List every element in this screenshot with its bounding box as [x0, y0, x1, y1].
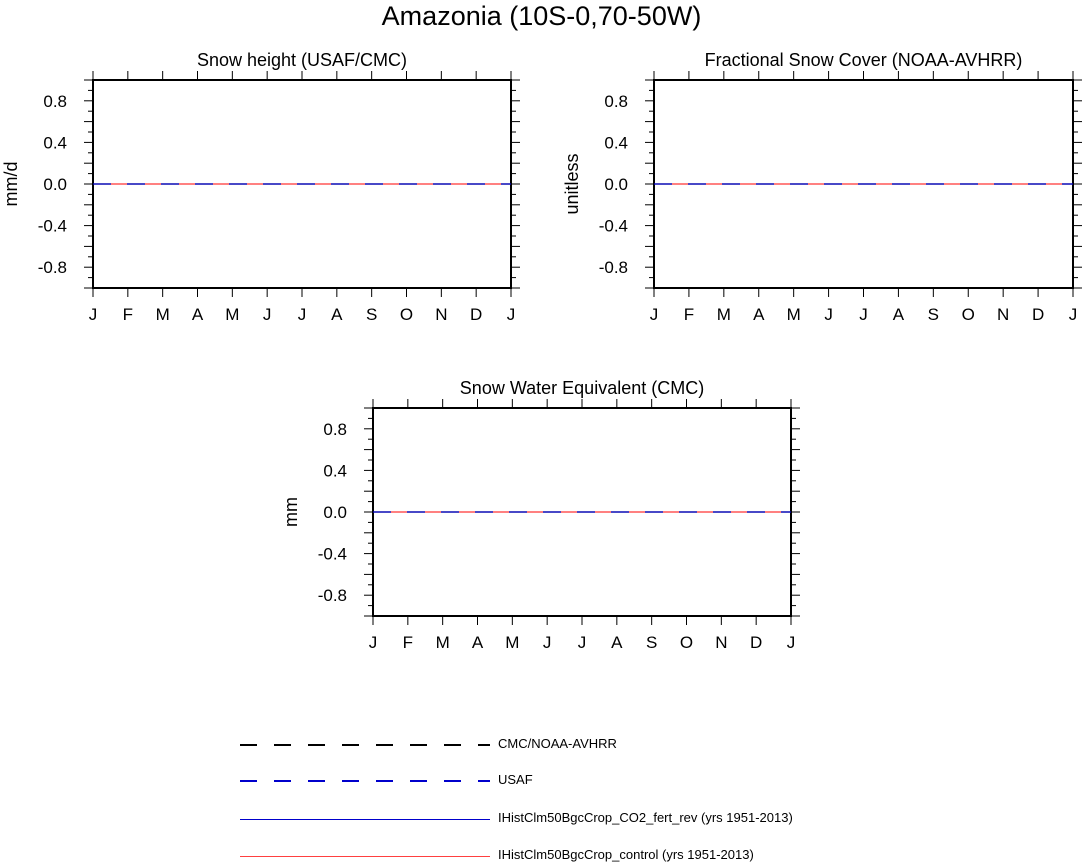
y-tick-label: 0.0	[323, 503, 347, 522]
x-tick-label: J	[1069, 305, 1078, 324]
x-tick-label: A	[893, 305, 905, 324]
y-tick-label: 0.4	[323, 461, 347, 480]
legend-label: IHistClm50BgcCrop_CO2_fert_rev (yrs 1951…	[498, 810, 793, 825]
x-tick-label: J	[507, 305, 516, 324]
x-tick-label: A	[192, 305, 204, 324]
chart-panel-3: Snow Water Equivalent (CMC) mm 0.8 0.4 0.0 -0…	[281, 378, 800, 652]
x-tick-label: O	[962, 305, 975, 324]
x-tick-label: O	[680, 633, 693, 652]
x-tick-label: M	[787, 305, 801, 324]
y-tick-label: -0.4	[599, 217, 628, 236]
x-tick-label: J	[787, 633, 796, 652]
chart-panel-2: Fractional Snow Cover (NOAA-AVHRR) unitle…	[562, 50, 1082, 324]
x-tick-label: S	[366, 305, 377, 324]
legend-label: CMC/NOAA-AVHRR	[498, 736, 617, 751]
y-axis-label: mm/d	[1, 162, 21, 207]
y-tick-label: -0.4	[318, 545, 347, 564]
y-tick-label: 0.8	[604, 92, 628, 111]
y-tick-label: 0.8	[43, 92, 67, 111]
x-tick-label: A	[611, 633, 623, 652]
x-tick-label: S	[928, 305, 939, 324]
y-tick-label: -0.8	[38, 258, 67, 277]
x-tick-label: D	[750, 633, 762, 652]
y-tick-label: 0.0	[43, 175, 67, 194]
x-tick-label: N	[435, 305, 447, 324]
x-tick-label: M	[436, 633, 450, 652]
x-tick-label: J	[298, 305, 307, 324]
legend-swatch	[240, 780, 490, 782]
y-axis-label: mm	[281, 497, 301, 527]
x-tick-label: F	[684, 305, 694, 324]
chart-panel-1: Snow height (USAF/CMC) mm/d 0.8 0.4 0.0 -0.4 -…	[1, 50, 520, 324]
figure-title: Amazonia (10S-0,70-50W)	[381, 1, 702, 31]
x-tick-label: D	[1032, 305, 1044, 324]
panel-title: Fractional Snow Cover (NOAA-AVHRR)	[705, 50, 1023, 70]
x-tick-label: M	[225, 305, 239, 324]
legend-label: IHistClm50BgcCrop_control (yrs 1951-2013…	[498, 847, 754, 862]
x-tick-label: S	[646, 633, 657, 652]
x-tick-label: O	[400, 305, 413, 324]
x-tick-label: J	[578, 633, 587, 652]
y-tick-label: -0.8	[318, 586, 347, 605]
x-tick-label: J	[543, 633, 552, 652]
chart-figure: Snow height (USAF/CMC) mm/d 0.8 0.4 0.0 -0.4 -…	[1, 50, 1082, 652]
y-tick-label: 0.4	[43, 133, 67, 152]
x-tick-label: J	[824, 305, 833, 324]
x-tick-label: M	[156, 305, 170, 324]
x-tick-label: J	[859, 305, 868, 324]
y-tick-label: 0.4	[604, 133, 628, 152]
x-tick-label: A	[753, 305, 765, 324]
y-tick-label: -0.4	[38, 217, 67, 236]
y-tick-label: 0.0	[604, 175, 628, 194]
legend-swatch	[240, 819, 490, 820]
x-tick-label: J	[263, 305, 272, 324]
legend-swatch	[240, 744, 490, 746]
x-tick-label: M	[505, 633, 519, 652]
panel-title: Snow height (USAF/CMC)	[197, 50, 407, 70]
x-tick-label: F	[123, 305, 133, 324]
y-tick-label: -0.8	[599, 258, 628, 277]
x-tick-label: J	[369, 633, 378, 652]
x-tick-label: F	[403, 633, 413, 652]
y-tick-label: 0.8	[323, 420, 347, 439]
x-tick-label: N	[997, 305, 1009, 324]
x-tick-label: J	[650, 305, 659, 324]
x-tick-label: M	[717, 305, 731, 324]
x-tick-label: N	[715, 633, 727, 652]
x-tick-label: A	[472, 633, 484, 652]
panel-title: Snow Water Equivalent (CMC)	[460, 378, 704, 398]
legend-label: USAF	[498, 772, 533, 787]
x-tick-label: A	[331, 305, 343, 324]
x-tick-label: D	[470, 305, 482, 324]
x-tick-label: J	[89, 305, 98, 324]
legend-swatch	[240, 856, 490, 857]
y-axis-label: unitless	[562, 153, 582, 214]
